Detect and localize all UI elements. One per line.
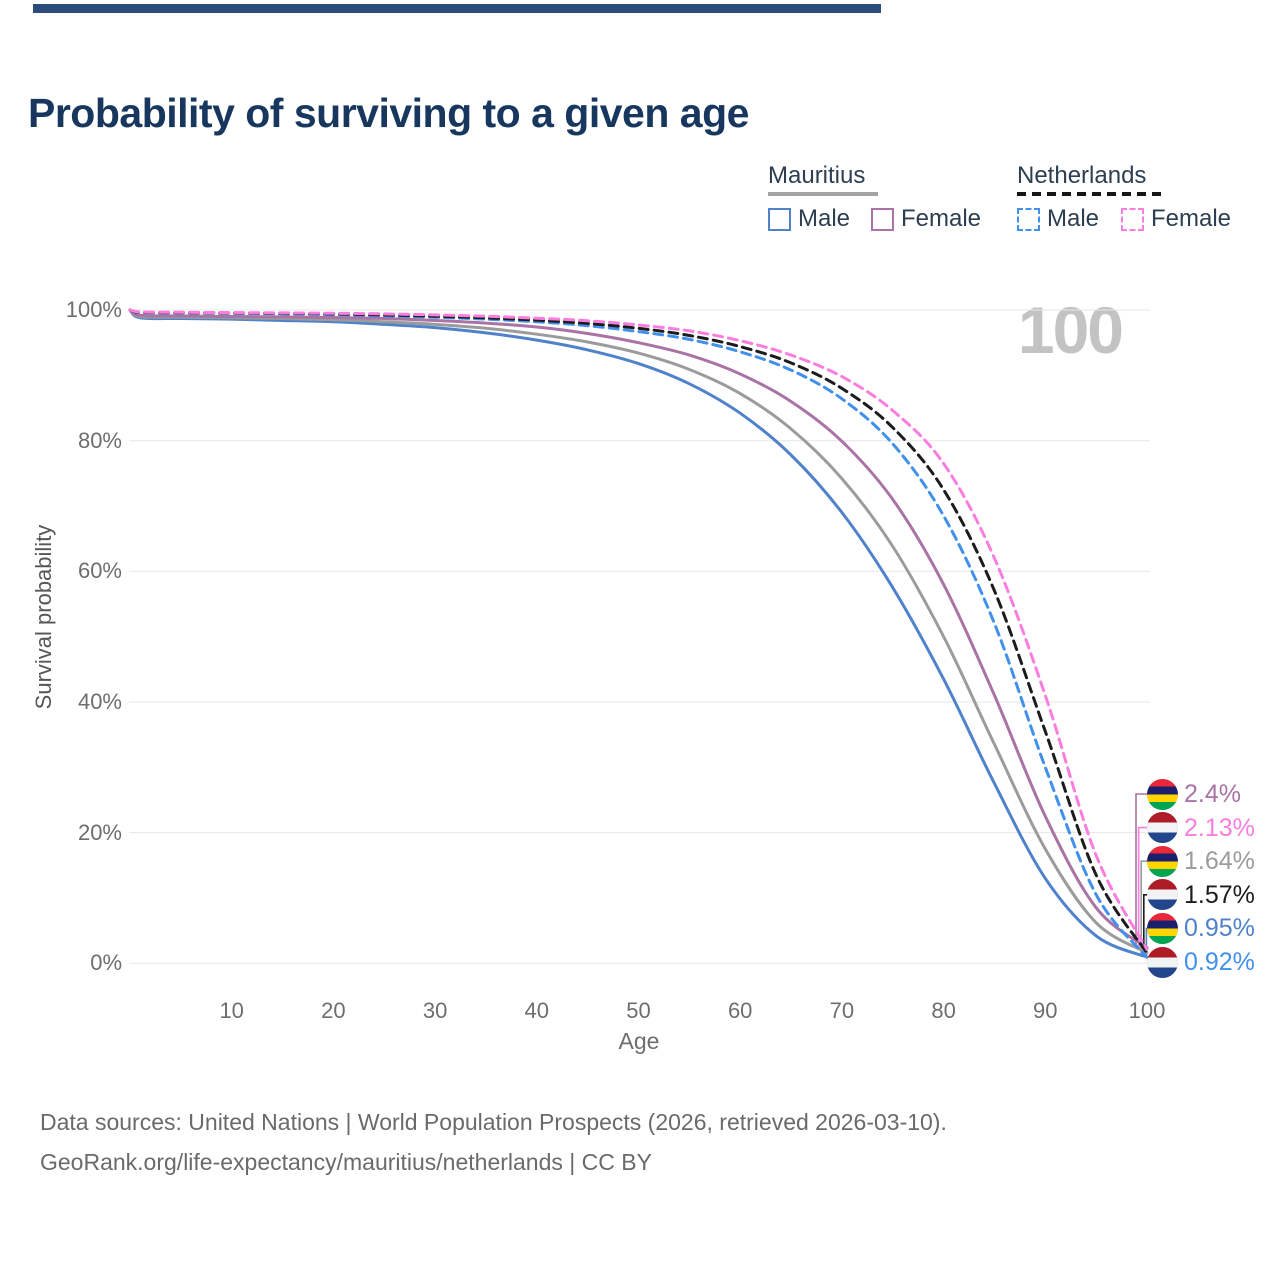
- y-tick-60%: 60%: [77, 558, 122, 584]
- y-tick-0%: 0%: [90, 950, 122, 976]
- footer-data-sources: Data sources: United Nations | World Pop…: [40, 1109, 947, 1135]
- end-label-mu-male: 0.95%: [1184, 914, 1255, 943]
- legend-item-mauritius-female[interactable]: Female: [871, 205, 981, 233]
- y-tick-80%: 80%: [77, 427, 122, 453]
- x-axis-title: Age: [618, 1028, 660, 1054]
- end-label-nl-female: 2.13%: [1184, 813, 1255, 842]
- legend-swatch-netherlands-male: [1017, 207, 1040, 231]
- netherlands-flag-icon: [1147, 879, 1178, 911]
- x-tick-60: 60: [727, 998, 753, 1023]
- end-label-mu-female: 2.4%: [1184, 780, 1241, 808]
- x-tick-30: 30: [422, 998, 448, 1023]
- mauritius-flag-icon: [1147, 778, 1178, 810]
- x-tick-80: 80: [931, 998, 956, 1023]
- mauritius-flag-icon: [1147, 912, 1178, 944]
- end-label-mu-all: 1.64%: [1184, 847, 1255, 876]
- legend-underline-netherlands: [1017, 192, 1163, 196]
- x-tick-50: 50: [626, 998, 651, 1023]
- x-tick-70: 70: [829, 998, 855, 1023]
- legend-swatch-netherlands-female: [1121, 207, 1144, 231]
- legend-item-mauritius-male[interactable]: Male: [768, 205, 850, 233]
- end-label-nl-male: 0.92%: [1184, 948, 1255, 976]
- y-tick-100%: 100%: [65, 297, 122, 322]
- curve-mu-female[interactable]: [128, 308, 1149, 950]
- x-tick-90: 90: [1033, 998, 1058, 1023]
- accent-bar: [33, 4, 881, 13]
- curve-mu-male[interactable]: [128, 308, 1149, 959]
- curve-nl-all[interactable]: [128, 308, 1149, 955]
- legend-group-mauritius-title: Mauritius: [768, 162, 866, 189]
- legend-label-mauritius-male: Male: [798, 205, 851, 232]
- legend-item-netherlands-male[interactable]: Male: [1017, 205, 1099, 233]
- mauritius-flag-icon: [1147, 845, 1178, 877]
- page-title: Probability of surviving to a given age: [28, 90, 749, 136]
- highlighted-age-watermark: 100: [1017, 293, 1124, 367]
- y-tick-40%: 40%: [77, 688, 122, 714]
- legend-group-netherlands-title: Netherlands: [1017, 162, 1147, 189]
- curve-nl-female[interactable]: [128, 308, 1149, 951]
- legend-swatch-mauritius-male: [768, 207, 791, 231]
- footer-attribution: GeoRank.org/life-expectancy/mauritius/ne…: [40, 1149, 652, 1175]
- y-tick-20%: 20%: [77, 819, 122, 845]
- y-axis-title: Survival probability: [31, 524, 56, 710]
- x-tick-40: 40: [524, 998, 550, 1023]
- end-label-nl-all: 1.57%: [1184, 880, 1255, 909]
- netherlands-flag-icon: [1147, 812, 1178, 844]
- curve-nl-male[interactable]: [128, 308, 1149, 959]
- legend-underline-mauritius: [768, 192, 878, 196]
- curve-mu-all[interactable]: [128, 308, 1149, 955]
- legend-label-mauritius-female: Female: [901, 205, 982, 232]
- x-tick-20: 20: [321, 998, 346, 1023]
- legend-label-netherlands-female: Female: [1151, 205, 1232, 232]
- netherlands-flag-icon: [1147, 946, 1178, 978]
- legend-label-netherlands-male: Male: [1047, 205, 1100, 232]
- x-tick-100: 100: [1128, 998, 1166, 1023]
- x-tick-10: 10: [219, 998, 244, 1023]
- legend-item-netherlands-female[interactable]: Female: [1121, 205, 1231, 233]
- legend-swatch-mauritius-female: [871, 207, 894, 231]
